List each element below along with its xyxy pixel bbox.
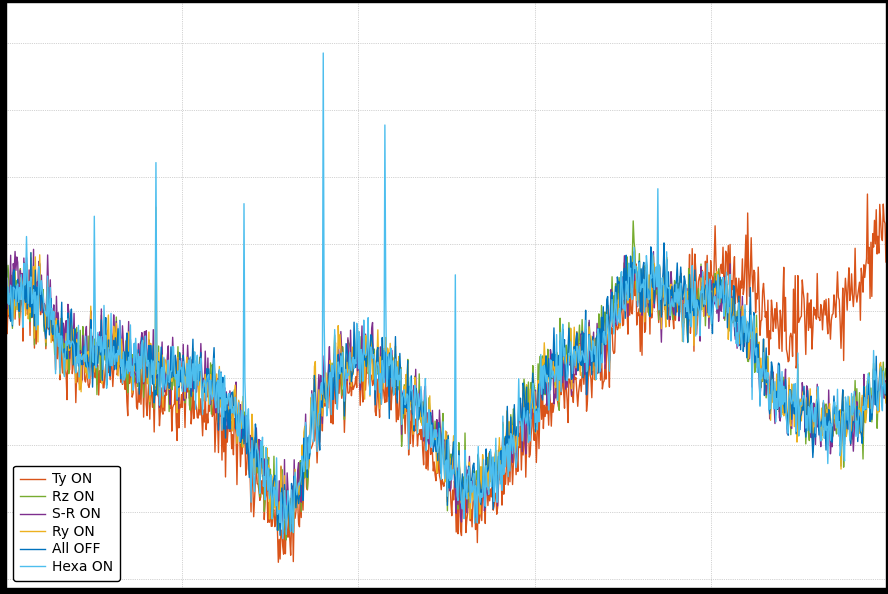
Hexa ON	[881, 380, 888, 387]
S-R ON	[359, 332, 369, 339]
S-R ON	[1, 252, 12, 259]
Ty ON	[1, 276, 12, 283]
Rz ON	[358, 370, 369, 377]
All OFF	[881, 391, 888, 399]
Rz ON	[1, 266, 12, 273]
Line: Hexa ON: Hexa ON	[6, 53, 886, 539]
Ry ON	[881, 399, 888, 406]
Ry ON	[288, 528, 298, 535]
Hexa ON	[704, 276, 715, 283]
Rz ON	[881, 365, 888, 372]
Hexa ON	[318, 49, 329, 56]
Hexa ON	[359, 317, 369, 324]
Rz ON	[628, 217, 638, 225]
Ty ON	[862, 191, 873, 198]
Rz ON	[704, 277, 715, 284]
S-R ON	[704, 292, 715, 299]
Ry ON	[91, 339, 101, 346]
All OFF	[389, 372, 400, 379]
Hexa ON	[390, 356, 400, 363]
Line: S-R ON: S-R ON	[6, 249, 886, 534]
Ty ON	[91, 362, 101, 369]
All OFF	[606, 293, 616, 300]
S-R ON	[688, 301, 699, 308]
Line: All OFF: All OFF	[6, 243, 886, 535]
Hexa ON	[607, 296, 617, 303]
Ry ON	[1, 290, 12, 298]
S-R ON	[607, 294, 617, 301]
S-R ON	[277, 530, 288, 538]
Ry ON	[151, 204, 162, 211]
Ry ON	[704, 295, 715, 302]
Ry ON	[607, 293, 617, 300]
All OFF	[1, 281, 12, 288]
All OFF	[704, 277, 715, 284]
Rz ON	[389, 358, 400, 365]
All OFF	[274, 532, 285, 539]
Rz ON	[91, 353, 101, 360]
Ty ON	[881, 258, 888, 266]
All OFF	[358, 371, 369, 378]
Rz ON	[688, 326, 699, 333]
Legend: Ty ON, Rz ON, S-R ON, Ry ON, All OFF, Hexa ON: Ty ON, Rz ON, S-R ON, Ry ON, All OFF, He…	[13, 466, 120, 581]
Ty ON	[358, 399, 369, 406]
Rz ON	[281, 536, 291, 544]
Ry ON	[688, 342, 699, 349]
S-R ON	[390, 353, 400, 361]
Line: Ty ON: Ty ON	[6, 194, 886, 563]
S-R ON	[881, 377, 888, 384]
All OFF	[659, 239, 670, 247]
Hexa ON	[1, 251, 12, 258]
Ty ON	[606, 330, 616, 337]
Hexa ON	[688, 304, 699, 311]
Line: Rz ON: Rz ON	[6, 221, 886, 540]
Ty ON	[273, 559, 283, 566]
Line: Ry ON: Ry ON	[6, 207, 886, 532]
Ty ON	[389, 385, 400, 392]
Hexa ON	[91, 364, 101, 371]
Ty ON	[703, 269, 714, 276]
Hexa ON	[277, 535, 288, 542]
S-R ON	[28, 246, 39, 253]
Rz ON	[606, 304, 616, 311]
S-R ON	[91, 363, 102, 370]
All OFF	[688, 312, 699, 319]
Ry ON	[359, 353, 369, 360]
All OFF	[91, 346, 101, 353]
Ry ON	[390, 343, 400, 350]
Ty ON	[687, 280, 698, 287]
